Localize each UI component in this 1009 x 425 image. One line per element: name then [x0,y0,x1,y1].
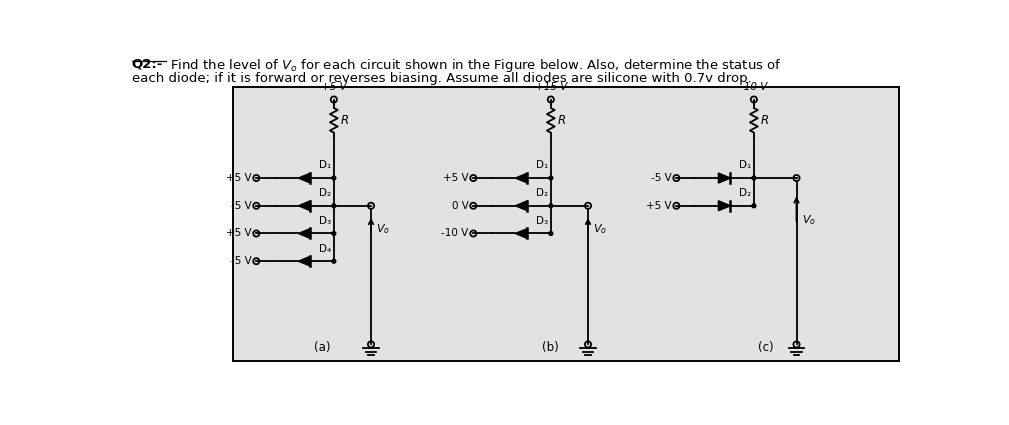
Circle shape [549,176,553,180]
Text: D₃: D₃ [320,216,332,226]
Polygon shape [516,173,528,183]
Text: +5 V: +5 V [321,82,347,92]
Text: D₂: D₂ [320,188,332,198]
Text: Q2:-: Q2:- [131,57,162,70]
Polygon shape [299,173,311,183]
Text: (c): (c) [758,340,773,354]
Text: $V_o$: $V_o$ [593,222,607,236]
Text: D₁: D₁ [536,160,549,170]
Circle shape [332,259,336,263]
Text: -5 V: -5 V [651,173,672,183]
Text: (a): (a) [314,340,331,354]
Text: each diode; if it is forward or reverses biasing. Assume all diodes are silicone: each diode; if it is forward or reverses… [131,72,752,85]
Text: D₄: D₄ [319,244,332,253]
Circle shape [549,232,553,235]
Polygon shape [516,229,528,238]
Text: -10 V: -10 V [441,229,468,238]
Circle shape [752,204,756,208]
Text: 0 V: 0 V [452,201,468,211]
Circle shape [752,176,756,180]
Text: R: R [558,114,566,127]
Text: D₁: D₁ [740,160,752,170]
Polygon shape [718,201,731,211]
Polygon shape [718,173,731,183]
Circle shape [549,204,553,208]
Text: (b): (b) [543,340,559,354]
Polygon shape [299,256,311,266]
Polygon shape [299,229,311,238]
Text: +5 V: +5 V [646,201,672,211]
Text: +5 V: +5 V [226,173,251,183]
Circle shape [332,204,336,208]
Text: +15 V: +15 V [535,82,567,92]
Text: D₃: D₃ [537,216,549,226]
Text: D₁: D₁ [319,160,332,170]
Text: -5 V: -5 V [231,201,251,211]
Text: R: R [761,114,769,127]
Text: Find the level of $V_o$ for each circuit shown in the Figure below. Also, determ: Find the level of $V_o$ for each circuit… [166,57,782,74]
Text: D₂: D₂ [537,188,549,198]
Text: $V_o$: $V_o$ [802,213,816,227]
Text: D₂: D₂ [740,188,752,198]
Text: -5 V: -5 V [231,256,251,266]
Text: +5 V: +5 V [443,173,468,183]
Text: $V_o$: $V_o$ [376,222,390,236]
Circle shape [332,176,336,180]
Circle shape [332,232,336,235]
Text: R: R [341,114,349,127]
Text: +5 V: +5 V [226,229,251,238]
Text: -10 V: -10 V [741,82,768,92]
Polygon shape [299,201,311,211]
Bar [233,87,899,361]
Polygon shape [516,201,528,211]
